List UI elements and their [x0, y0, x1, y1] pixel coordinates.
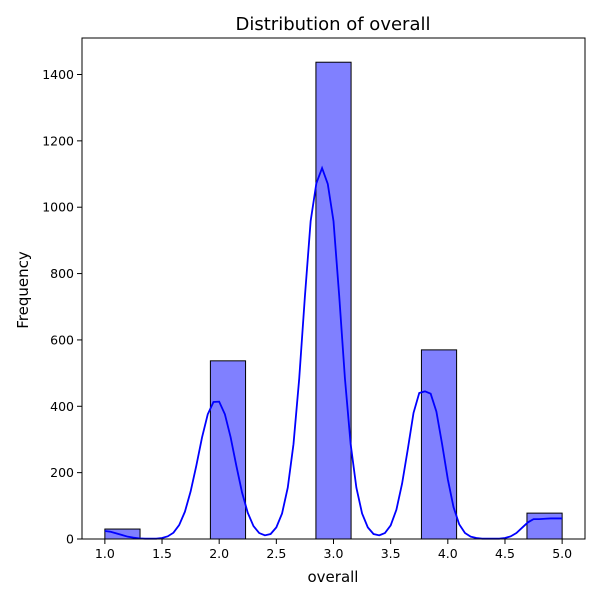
y-tick-label: 200	[50, 465, 74, 480]
x-tick-label: 2.0	[209, 546, 229, 561]
x-tick-label: 4.0	[438, 546, 458, 561]
x-tick-label: 3.5	[381, 546, 401, 561]
bars-layer	[104, 61, 563, 540]
histogram-bar-9	[420, 349, 458, 540]
y-tick-label: 400	[50, 399, 74, 414]
y-tick-label: 1200	[42, 133, 74, 148]
y-tick-label: 800	[50, 266, 74, 281]
histogram-bar-12	[526, 512, 563, 540]
y-axis-label: Frequency	[14, 251, 32, 329]
x-tick-label: 4.5	[495, 546, 515, 561]
y-axis-ticks: 0 200 400 600 800 1000 1200 1400	[42, 67, 82, 547]
y-tick-label: 1400	[42, 67, 74, 82]
histogram-bar-6	[315, 61, 352, 540]
y-tick-label: 1000	[42, 200, 74, 215]
x-axis-label: overall	[308, 568, 359, 586]
chart-title: Distribution of overall	[236, 14, 431, 35]
y-tick-label: 600	[50, 332, 74, 347]
x-axis-ticks: 1.0 1.5 2.0 2.5 3.0 3.5 4.0 4.5 5.0	[95, 539, 572, 561]
x-tick-label: 5.0	[552, 546, 572, 561]
y-tick-label: 0	[66, 532, 74, 547]
x-tick-label: 2.5	[266, 546, 286, 561]
x-tick-label: 1.5	[152, 546, 172, 561]
histogram-bar-3	[209, 360, 247, 540]
x-tick-label: 1.0	[95, 546, 115, 561]
x-tick-label: 3.0	[324, 546, 344, 561]
